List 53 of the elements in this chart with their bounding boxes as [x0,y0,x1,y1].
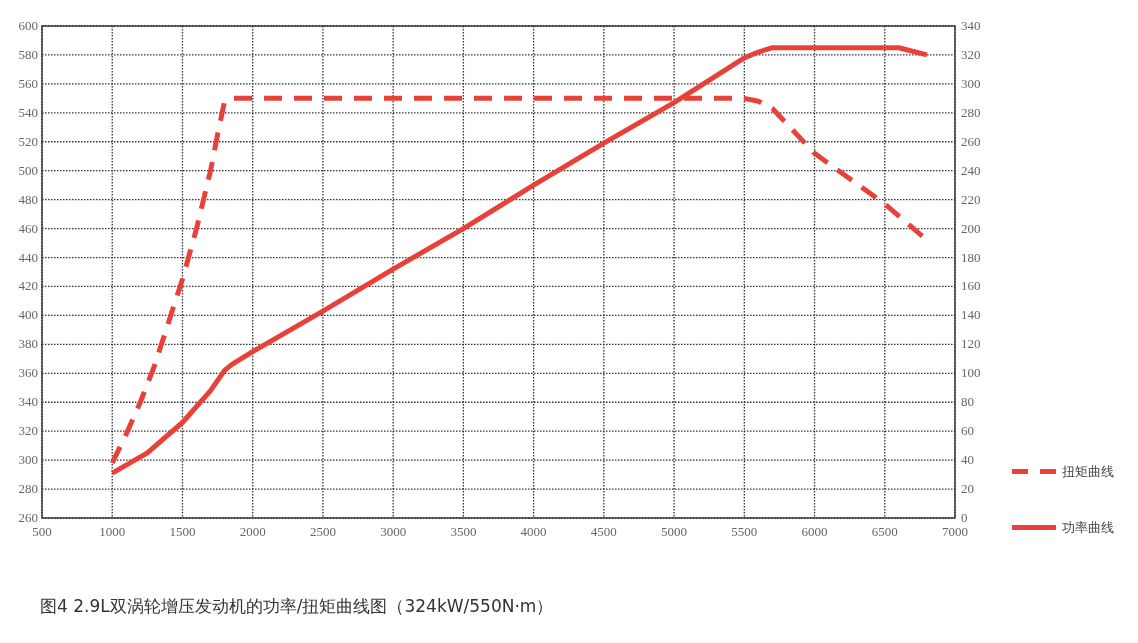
y-tick-label: 320 [18,423,38,439]
y-tick-label: 340 [18,394,38,410]
y-tick-label: 460 [18,220,38,236]
y2-tick-label: 140 [961,307,981,323]
y-tick-label: 400 [18,307,38,323]
y-tick-label: 520 [18,133,38,149]
y2-tick-label: 40 [961,452,974,468]
y2-tick-label: 180 [961,249,981,265]
y2-tick-label: 260 [961,133,981,149]
y-tick-label: 280 [18,481,38,497]
y2-tick-label: 160 [961,278,981,294]
y2-tick-label: 100 [961,365,981,381]
y-tick-label: 480 [18,191,38,207]
y-tick-label: 580 [18,46,38,62]
y2-tick-label: 80 [961,394,974,410]
y-tick-label: 360 [18,365,38,381]
y-tick-label: 560 [18,75,38,91]
x-tick-label: 2000 [239,524,266,539]
x-tick-label: 4000 [520,524,547,539]
x-tick-label: 1500 [169,524,196,539]
legend-label: 功率曲线 [1062,520,1114,535]
y2-tick-label: 60 [961,423,974,439]
text: 图4 2.9L双涡轮增压发动机的功率/扭矩曲线图（324kW/550N·m） [40,596,554,616]
y2-tick-label: 220 [961,191,981,207]
y2-tick-label: 320 [961,46,981,62]
y-tick-label: 300 [18,452,38,468]
y2-tick-label: 240 [961,162,981,178]
y-tick-label: 440 [18,249,38,265]
x-tick-label: 6000 [801,524,828,539]
x-tick-label: 5500 [731,524,758,539]
y2-tick-label: 120 [961,336,981,352]
x-tick-label: 6500 [871,524,898,539]
x-tick-label: 3500 [450,524,477,539]
x-tick-label: 1000 [99,524,126,539]
x-tick-label: 4500 [590,524,617,539]
x-tick-label: 5000 [661,524,688,539]
y-tick-label: 380 [18,336,38,352]
y2-tick-label: 0 [961,510,968,525]
y-tick-label: 260 [18,510,38,525]
x-tick-label: 3000 [380,524,407,539]
y-tick-label: 420 [18,278,38,294]
x-tick-label: 500 [32,524,52,539]
y2-tick-label: 340 [961,18,981,33]
y-tick-label: 540 [18,104,38,120]
y-tick-label: 600 [18,18,38,33]
y2-tick-label: 300 [961,75,981,91]
y2-tick-label: 200 [961,220,981,236]
x-tick-label: 7000 [942,524,968,539]
y2-tick-label: 280 [961,104,981,120]
legend-label: 扭矩曲线 [1062,464,1114,479]
y2-tick-label: 20 [961,481,974,497]
y-tick-label: 500 [18,162,38,178]
x-tick-label: 2500 [309,524,336,539]
